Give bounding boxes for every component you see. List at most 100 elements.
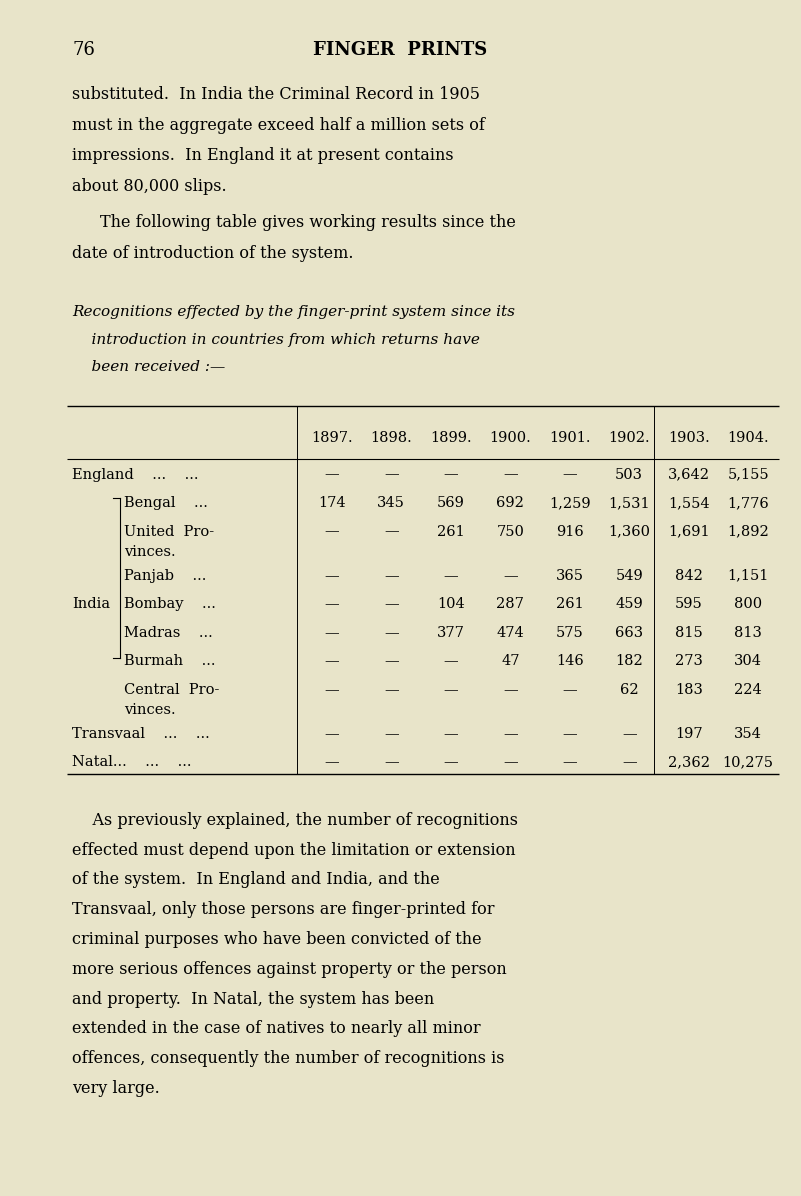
Text: and property.  In Natal, the system has been: and property. In Natal, the system has b… <box>72 990 434 1008</box>
Text: —: — <box>324 525 339 538</box>
Text: The following table gives working results since the: The following table gives working result… <box>100 214 516 231</box>
Text: Panjab    ...: Panjab ... <box>124 568 207 582</box>
Text: 365: 365 <box>556 568 584 582</box>
Text: —: — <box>324 626 339 640</box>
Text: 1,151: 1,151 <box>727 568 769 582</box>
Text: 1,360: 1,360 <box>608 525 650 538</box>
Text: —: — <box>324 568 339 582</box>
Text: —: — <box>384 626 399 640</box>
Text: 146: 146 <box>556 654 584 669</box>
Text: 459: 459 <box>615 597 643 611</box>
Text: 261: 261 <box>556 597 584 611</box>
Text: 174: 174 <box>318 496 345 509</box>
Text: —: — <box>503 683 517 697</box>
Text: 377: 377 <box>437 626 465 640</box>
Text: 261: 261 <box>437 525 465 538</box>
Text: 5,155: 5,155 <box>727 468 769 482</box>
Text: FINGER  PRINTS: FINGER PRINTS <box>313 41 487 59</box>
Text: —: — <box>444 683 458 697</box>
Text: effected must depend upon the limitation or extension: effected must depend upon the limitation… <box>72 842 516 859</box>
Text: —: — <box>384 683 399 697</box>
Text: —: — <box>324 727 339 740</box>
Text: 182: 182 <box>615 654 643 669</box>
Text: —: — <box>444 654 458 669</box>
Text: —: — <box>622 756 637 769</box>
Text: very large.: very large. <box>72 1080 159 1097</box>
Text: —: — <box>384 568 399 582</box>
Text: —: — <box>503 756 517 769</box>
Text: 47: 47 <box>501 654 520 669</box>
Text: introduction in countries from which returns have: introduction in countries from which ret… <box>72 332 480 347</box>
Text: 1902.: 1902. <box>609 431 650 445</box>
Text: 304: 304 <box>735 654 763 669</box>
Text: date of introduction of the system.: date of introduction of the system. <box>72 244 353 262</box>
Text: Transvaal, only those persons are finger-printed for: Transvaal, only those persons are finger… <box>72 902 494 919</box>
Text: —: — <box>384 654 399 669</box>
Text: —: — <box>562 727 577 740</box>
Text: 2,362: 2,362 <box>668 756 710 769</box>
Text: Central  Pro-: Central Pro- <box>124 683 219 697</box>
Text: —: — <box>562 756 577 769</box>
Text: —: — <box>384 756 399 769</box>
Text: 474: 474 <box>497 626 524 640</box>
Text: 273: 273 <box>674 654 702 669</box>
Text: 287: 287 <box>497 597 524 611</box>
Text: 62: 62 <box>620 683 638 697</box>
Text: —: — <box>324 683 339 697</box>
Text: United  Pro-: United Pro- <box>124 525 214 538</box>
Text: criminal purposes who have been convicted of the: criminal purposes who have been convicte… <box>72 930 481 948</box>
Text: Burmah    ...: Burmah ... <box>124 654 215 669</box>
Text: offences, consequently the number of recognitions is: offences, consequently the number of rec… <box>72 1050 505 1067</box>
Text: Natal...    ...    ...: Natal... ... ... <box>72 756 191 769</box>
Text: —: — <box>444 727 458 740</box>
Text: —: — <box>324 597 339 611</box>
Text: 1898.: 1898. <box>370 431 413 445</box>
Text: —: — <box>503 468 517 482</box>
Text: 183: 183 <box>674 683 702 697</box>
Text: —: — <box>384 597 399 611</box>
Text: 1899.: 1899. <box>430 431 472 445</box>
Text: —: — <box>503 727 517 740</box>
Text: 842: 842 <box>674 568 702 582</box>
Text: 1901.: 1901. <box>549 431 590 445</box>
Text: more serious offences against property or the person: more serious offences against property o… <box>72 960 507 978</box>
Text: England    ...    ...: England ... ... <box>72 468 199 482</box>
Text: As previously explained, the number of recognitions: As previously explained, the number of r… <box>72 812 518 829</box>
Text: substituted.  In India the Criminal Record in 1905: substituted. In India the Criminal Recor… <box>72 86 480 103</box>
Text: 692: 692 <box>497 496 524 509</box>
Text: been received :—: been received :— <box>72 360 225 374</box>
Text: 813: 813 <box>735 626 763 640</box>
Text: Madras    ...: Madras ... <box>124 626 213 640</box>
Text: —: — <box>384 727 399 740</box>
Text: 354: 354 <box>735 727 763 740</box>
Text: —: — <box>503 568 517 582</box>
Text: Transvaal    ...    ...: Transvaal ... ... <box>72 727 210 740</box>
Text: 197: 197 <box>675 727 702 740</box>
Text: —: — <box>324 468 339 482</box>
Text: 1,776: 1,776 <box>727 496 769 509</box>
Text: vinces.: vinces. <box>124 544 175 559</box>
Text: 1,691: 1,691 <box>668 525 710 538</box>
Text: 104: 104 <box>437 597 465 611</box>
Text: —: — <box>384 468 399 482</box>
Text: 750: 750 <box>497 525 524 538</box>
Text: 1,892: 1,892 <box>727 525 769 538</box>
Text: —: — <box>324 756 339 769</box>
Text: about 80,000 slips.: about 80,000 slips. <box>72 177 227 195</box>
Text: extended in the case of natives to nearly all minor: extended in the case of natives to nearl… <box>72 1020 481 1037</box>
Text: 1,531: 1,531 <box>609 496 650 509</box>
Text: Recognitions effected by the finger-print system since its: Recognitions effected by the finger-prin… <box>72 305 515 319</box>
Text: Bombay    ...: Bombay ... <box>124 597 216 611</box>
Text: 916: 916 <box>556 525 584 538</box>
Text: 1900.: 1900. <box>489 431 531 445</box>
Text: 1897.: 1897. <box>311 431 352 445</box>
Text: impressions.  In England it at present contains: impressions. In England it at present co… <box>72 147 453 164</box>
Text: India: India <box>72 597 110 611</box>
Text: 549: 549 <box>615 568 643 582</box>
Text: 76: 76 <box>72 41 95 59</box>
Text: —: — <box>324 654 339 669</box>
Text: 569: 569 <box>437 496 465 509</box>
Text: —: — <box>444 756 458 769</box>
Text: 345: 345 <box>377 496 405 509</box>
Text: —: — <box>622 727 637 740</box>
